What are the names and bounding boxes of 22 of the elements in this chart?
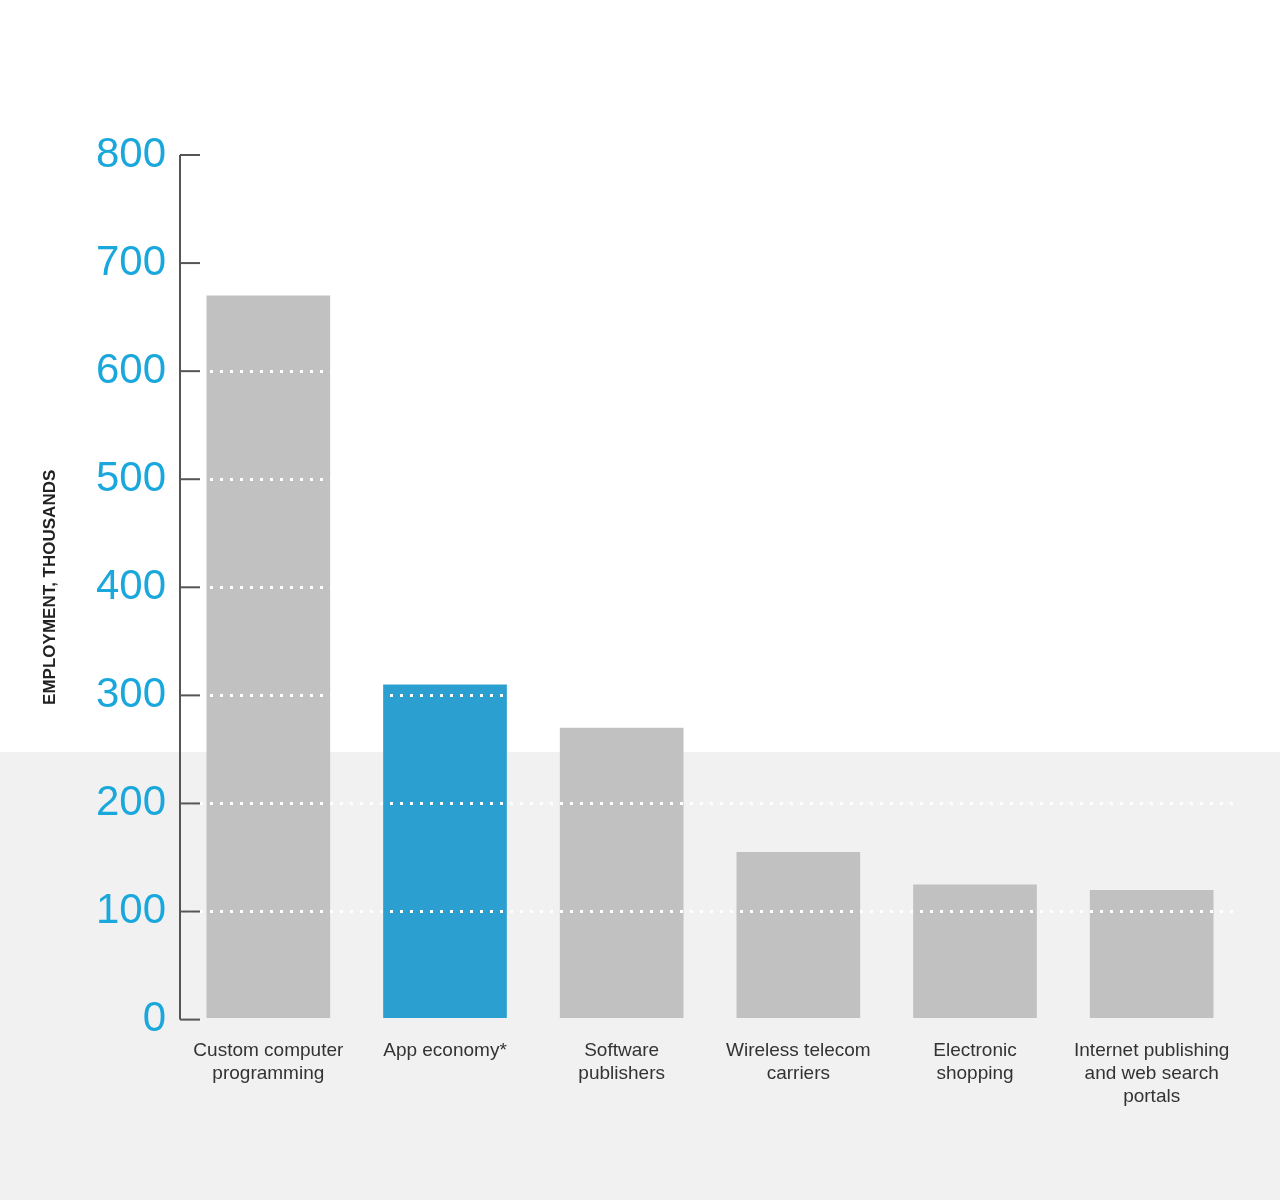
y-tick-label: 600 bbox=[95, 344, 166, 392]
bar bbox=[1089, 889, 1214, 1019]
x-tick-label: App economy* bbox=[383, 1039, 508, 1061]
y-tick-label: 0 bbox=[142, 993, 166, 1041]
y-axis-title: EMPLOYMENT, THOUSANDS bbox=[39, 469, 59, 705]
y-tick-label: 100 bbox=[95, 885, 166, 933]
y-tick-label: 400 bbox=[95, 560, 166, 608]
y-tick-label: 500 bbox=[95, 452, 166, 500]
x-tick-label: Electronic shopping bbox=[933, 1039, 1017, 1084]
x-tick-label: Wireless telecom carriers bbox=[726, 1039, 871, 1084]
bar bbox=[913, 884, 1037, 1019]
bar bbox=[736, 852, 861, 1019]
y-tick-label: 700 bbox=[95, 236, 166, 284]
bar bbox=[559, 727, 684, 1019]
y-tick-label: 800 bbox=[95, 128, 166, 176]
x-tick-label: Custom computer programming bbox=[193, 1039, 344, 1084]
y-tick-label: 300 bbox=[95, 668, 166, 716]
x-tick-label: Software publishers bbox=[578, 1039, 665, 1084]
bar bbox=[383, 684, 507, 1019]
x-tick-label: Internet publishing and web search portals bbox=[1074, 1039, 1230, 1106]
bar bbox=[206, 295, 331, 1019]
y-tick-label: 200 bbox=[95, 777, 166, 825]
